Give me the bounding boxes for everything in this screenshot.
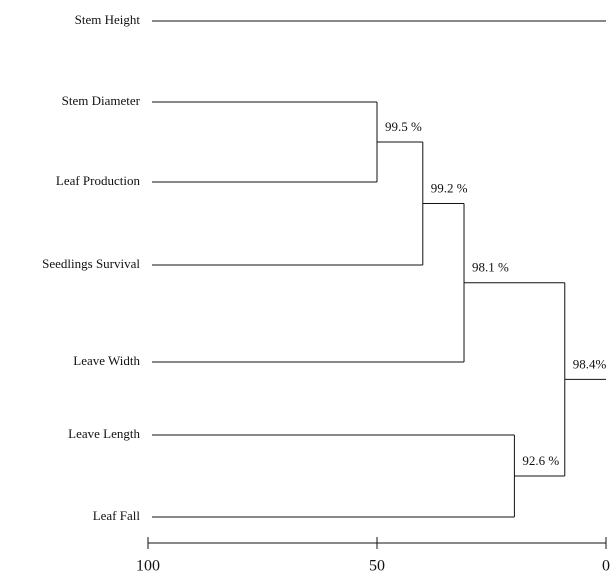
x-tick-label: 0 — [602, 558, 610, 575]
x-tick-label: 100 — [136, 558, 160, 575]
x-tick-label: 50 — [369, 558, 385, 575]
leaf-label: Leaf Fall — [93, 508, 141, 523]
node-label: 98.1 % — [472, 260, 509, 275]
node-label: 98.4% — [573, 356, 607, 371]
leaf-label: Leave Width — [73, 353, 140, 368]
leaf-label: Leaf Production — [56, 173, 141, 188]
leaf-label: Stem Diameter — [62, 93, 141, 108]
node-label: 99.5 % — [385, 119, 422, 134]
node-label: 99.2 % — [431, 180, 468, 195]
node-label: 92.6 % — [522, 453, 559, 468]
leaf-label: Stem Height — [75, 12, 141, 27]
leaf-label: Seedlings Survival — [42, 256, 140, 271]
leaf-label: Leave Length — [68, 426, 140, 441]
